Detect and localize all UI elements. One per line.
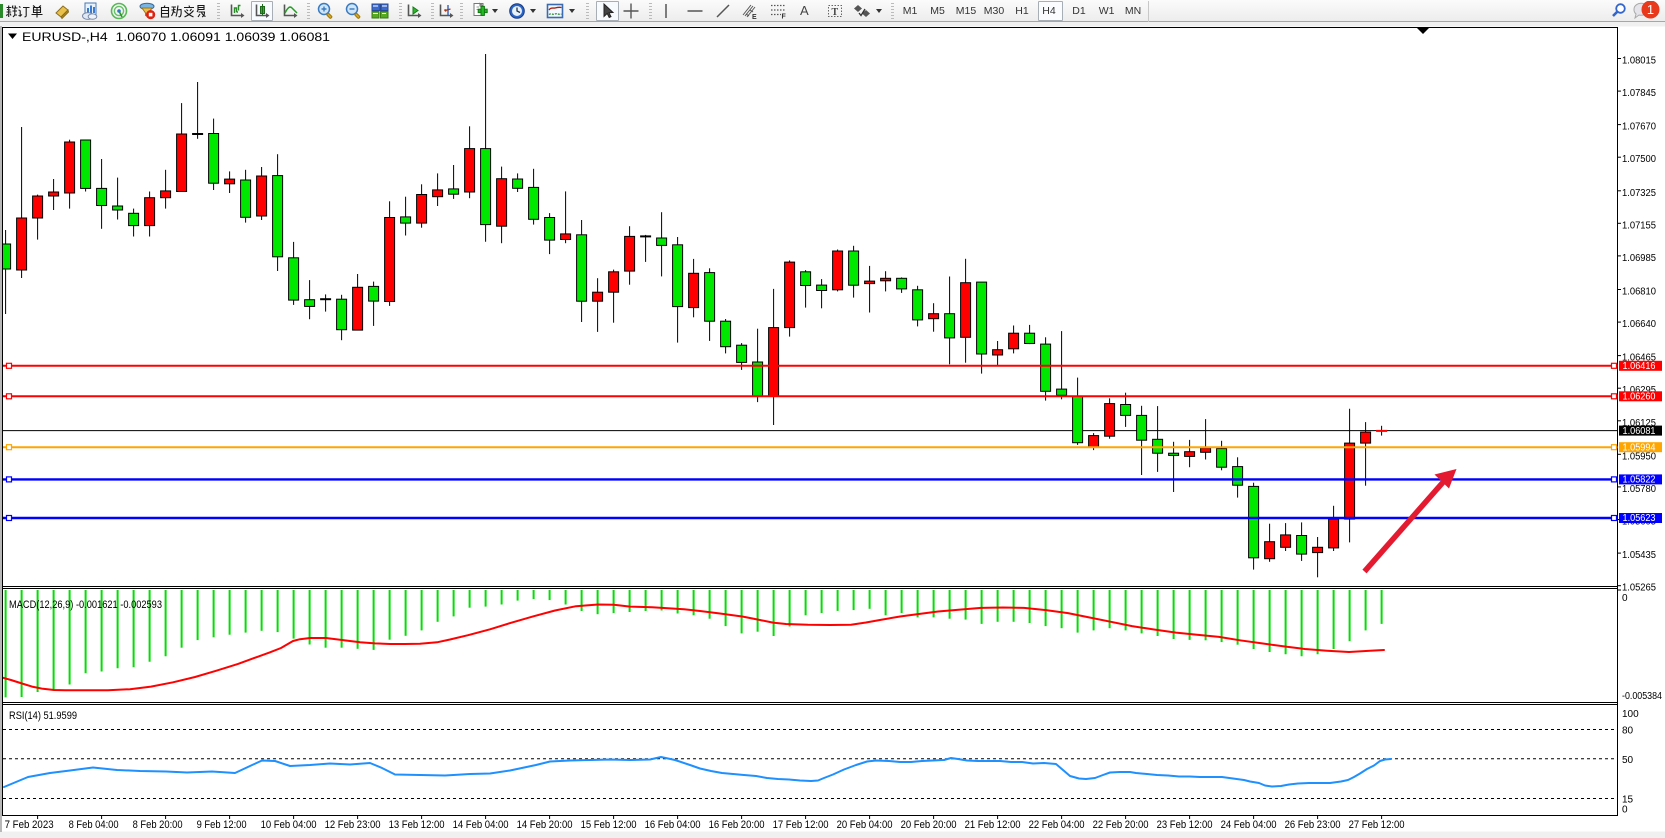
svg-text:1.06081: 1.06081 <box>1623 426 1656 437</box>
svg-text:1.06125: 1.06125 <box>1622 418 1656 429</box>
svg-text:1.07325: 1.07325 <box>1622 188 1656 199</box>
svg-text:1.05780: 1.05780 <box>1622 484 1656 495</box>
svg-text:20 Feb 04:00: 20 Feb 04:00 <box>837 819 893 831</box>
svg-text:MACD(12,26,9) -0.001621 -0.002: MACD(12,26,9) -0.001621 -0.002593 <box>9 599 162 611</box>
svg-text:24 Feb 04:00: 24 Feb 04:00 <box>1221 819 1277 831</box>
svg-text:1.07155: 1.07155 <box>1622 220 1656 231</box>
svg-text:27 Feb 12:00: 27 Feb 12:00 <box>1349 819 1405 831</box>
svg-text:1.06260: 1.06260 <box>1623 392 1656 403</box>
svg-text:1.06985: 1.06985 <box>1622 253 1656 264</box>
svg-text:13 Feb 12:00: 13 Feb 12:00 <box>389 819 445 831</box>
svg-text:14 Feb 20:00: 14 Feb 20:00 <box>517 819 573 831</box>
svg-text:16 Feb 04:00: 16 Feb 04:00 <box>645 819 701 831</box>
svg-text:1.05623: 1.05623 <box>1623 513 1656 524</box>
svg-text:1.05994: 1.05994 <box>1623 442 1656 453</box>
svg-text:80: 80 <box>1622 726 1634 737</box>
svg-text:23 Feb 12:00: 23 Feb 12:00 <box>1157 819 1213 831</box>
svg-text:0: 0 <box>1622 593 1628 604</box>
svg-text:22 Feb 20:00: 22 Feb 20:00 <box>1093 819 1149 831</box>
svg-text:20 Feb 20:00: 20 Feb 20:00 <box>901 819 957 831</box>
svg-text:T: T <box>832 7 839 18</box>
svg-text:1.07845: 1.07845 <box>1622 88 1656 99</box>
svg-text:1: 1 <box>1647 2 1654 17</box>
svg-text:17 Feb 12:00: 17 Feb 12:00 <box>773 819 829 831</box>
svg-text:14 Feb 04:00: 14 Feb 04:00 <box>453 819 509 831</box>
svg-text:7 Feb 2023: 7 Feb 2023 <box>5 819 54 831</box>
svg-text:50: 50 <box>1622 755 1634 766</box>
svg-text:1.05822: 1.05822 <box>1623 475 1656 486</box>
svg-text:F: F <box>782 14 787 21</box>
svg-text:26 Feb 23:00: 26 Feb 23:00 <box>1285 819 1341 831</box>
svg-text:1.06640: 1.06640 <box>1622 319 1656 330</box>
svg-text:1.07670: 1.07670 <box>1622 122 1656 133</box>
svg-text:1.06465: 1.06465 <box>1622 353 1656 364</box>
svg-text:10 Feb 04:00: 10 Feb 04:00 <box>261 819 317 831</box>
svg-text:1.08015: 1.08015 <box>1622 56 1656 67</box>
svg-text:22 Feb 04:00: 22 Feb 04:00 <box>1029 819 1085 831</box>
svg-text:1.05435: 1.05435 <box>1622 550 1656 561</box>
svg-text:1.06416: 1.06416 <box>1623 361 1656 372</box>
svg-text:1.06295: 1.06295 <box>1622 385 1656 396</box>
svg-text:9 Feb 12:00: 9 Feb 12:00 <box>197 819 247 831</box>
svg-text:1.06810: 1.06810 <box>1622 287 1656 298</box>
svg-text:100: 100 <box>1622 709 1639 720</box>
svg-text:21 Feb 12:00: 21 Feb 12:00 <box>965 819 1021 831</box>
svg-text:8 Feb 20:00: 8 Feb 20:00 <box>133 819 183 831</box>
svg-text:16 Feb 20:00: 16 Feb 20:00 <box>709 819 765 831</box>
svg-text:8 Feb 04:00: 8 Feb 04:00 <box>69 819 119 831</box>
svg-text:EURUSD-,H4 1.06070 1.06091 1.: EURUSD-,H4 1.06070 1.06091 1.06039 1.060… <box>22 30 330 44</box>
svg-text:0: 0 <box>1622 805 1628 816</box>
svg-text:RSI(14) 51.9599: RSI(14) 51.9599 <box>9 710 77 722</box>
svg-text:E: E <box>752 14 757 20</box>
svg-text:1.05265: 1.05265 <box>1622 583 1656 594</box>
svg-text:-0.005384: -0.005384 <box>1622 691 1662 702</box>
svg-text:12 Feb 23:00: 12 Feb 23:00 <box>325 819 381 831</box>
svg-text:1.05950: 1.05950 <box>1622 451 1656 462</box>
svg-text:15 Feb 12:00: 15 Feb 12:00 <box>581 819 637 831</box>
svg-text:1.07500: 1.07500 <box>1622 154 1656 165</box>
svg-text:15: 15 <box>1622 795 1634 806</box>
